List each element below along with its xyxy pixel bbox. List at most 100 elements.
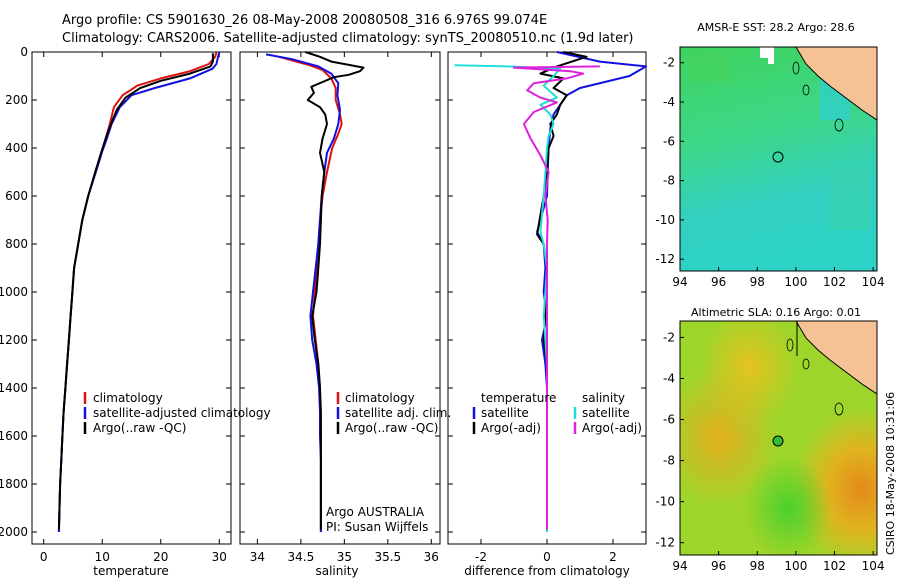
annotation-line1: Argo AUSTRALIA: [326, 505, 425, 519]
map-y-tick-label: -4: [663, 371, 675, 385]
sst-map-frame: [679, 46, 878, 272]
temperature-xlabel: temperature: [93, 564, 168, 578]
side-stamp: CSIRO 18-May-2008 10:31:06: [884, 392, 897, 555]
legend-label-argo: Argo(..raw -QC): [345, 421, 438, 435]
y-tick-label: 1800: [0, 477, 28, 491]
legend-label-sal-argo: Argo(-adj): [582, 421, 642, 435]
sst-nodata: [768, 56, 774, 64]
map-x-tick-label: 102: [823, 559, 846, 573]
y-tick-label: 2000: [0, 525, 28, 539]
x-tick-label: 20: [153, 550, 168, 564]
series-line-0: [278, 55, 343, 532]
difference-panel: -2 0 2: [448, 51, 647, 564]
x-tick-label: 30: [212, 550, 227, 564]
temperature-panel: 0 10 20 30 0 200 400 600 800 1000 1200 1400 1600 1800…: [0, 45, 231, 564]
salinity-legend: climatology satellite adj. clim. Argo(..…: [326, 391, 451, 534]
map-x-tick-label: 94: [672, 275, 687, 289]
x-tick-label: 36: [424, 550, 439, 564]
map-y-tick-label: -12: [655, 536, 675, 550]
map-x-tick-label: 100: [784, 275, 807, 289]
salinity-panel-frame: [239, 51, 441, 545]
argo-position-marker: [772, 151, 784, 163]
sla-map-title: Altimetric SLA: 0.16 Argo: 0.01: [691, 306, 861, 319]
island: [802, 358, 810, 370]
temperature-legend: climatology satellite-adjusted climatolo…: [83, 391, 271, 435]
salinity-xlabel: salinity: [315, 564, 358, 578]
series-line-2: [454, 64, 562, 532]
map-x-tick-label: 102: [823, 275, 846, 289]
y-tick-label: 0: [20, 45, 28, 59]
x-tick-label: -2: [475, 550, 487, 564]
difference-xlabel: difference from climatology: [464, 564, 630, 578]
figure-title-line1: Argo profile: CS 5901630_26 08-May-2008 …: [62, 13, 547, 28]
y-tick-label: 600: [5, 189, 28, 203]
figure-title-line2: Climatology: CARS2006. Satellite-adjuste…: [62, 31, 634, 46]
x-tick-label: 34: [250, 550, 265, 564]
map-y-tick-label: -10: [655, 495, 675, 509]
map-y-tick-label: -6: [663, 134, 675, 148]
sst-map: AMSR-E SST: 28.2 Argo: 28.6 94 96 98 100 102…: [655, 21, 884, 289]
salinity-panel: 34 34.5 35 35.5 36: [240, 51, 440, 564]
y-tick-label: 1000: [0, 285, 28, 299]
legend-label-satellite: satellite adj. clim.: [345, 406, 451, 420]
x-tick-label: 10: [95, 550, 110, 564]
legend-label-climatology: climatology: [93, 391, 163, 405]
sst-nodata: [760, 47, 774, 58]
map-x-tick-label: 98: [750, 559, 765, 573]
map-y-tick-label: -8: [663, 454, 675, 468]
series-line-1: [265, 53, 341, 532]
sst-patch: [690, 52, 730, 82]
map-y-tick-label: -8: [663, 174, 675, 188]
map-y-tick-label: -6: [663, 413, 675, 427]
difference-legend: temperature satellite Argo(-adj) salinit…: [472, 391, 642, 435]
temperature-panel-frame: [31, 51, 232, 545]
x-tick-label: 0: [40, 550, 48, 564]
island: [802, 84, 810, 96]
y-tick-label: 1600: [0, 429, 28, 443]
legend-label-satellite: satellite-adjusted climatology: [93, 406, 271, 420]
sumatra-land: [795, 47, 877, 121]
series-line-0: [536, 51, 647, 532]
sla-map-frame: [679, 320, 878, 556]
map-y-tick-label: -2: [663, 56, 675, 70]
island: [834, 402, 844, 416]
annotation-line2: PI: Susan Wijffels: [326, 520, 428, 534]
map-y-tick-label: -2: [663, 330, 675, 344]
series-line-1: [57, 51, 221, 533]
island: [834, 118, 844, 132]
y-tick-label: 200: [5, 93, 28, 107]
sst-patch: [830, 170, 870, 230]
legend-title-temperature: temperature: [481, 391, 556, 405]
legend-label-sal-satellite: satellite: [582, 406, 630, 420]
legend-label-temp-satellite: satellite: [481, 406, 529, 420]
map-x-tick-label: 104: [862, 275, 885, 289]
map-x-tick-label: 96: [711, 559, 726, 573]
legend-label-temp-argo: Argo(-adj): [481, 421, 541, 435]
argo-position-marker: [772, 435, 784, 447]
legend-label-argo: Argo(..raw -QC): [93, 421, 186, 435]
map-x-tick-label: 94: [672, 559, 687, 573]
series-line-3: [513, 65, 600, 530]
sst-map-title: AMSR-E SST: 28.2 Argo: 28.6: [697, 21, 855, 34]
x-tick-label: 35.5: [374, 550, 401, 564]
y-tick-label: 400: [5, 141, 28, 155]
y-tick-label: 800: [5, 237, 28, 251]
island: [792, 61, 800, 75]
x-tick-label: 2: [609, 550, 617, 564]
legend-label-climatology: climatology: [345, 391, 415, 405]
map-x-tick-label: 98: [750, 275, 765, 289]
legend-title-salinity: salinity: [582, 391, 625, 405]
series-line-2: [57, 53, 214, 530]
x-tick-label: 35: [337, 550, 352, 564]
x-tick-label: 0: [543, 550, 551, 564]
map-x-tick-label: 100: [784, 559, 807, 573]
map-x-tick-label: 96: [711, 275, 726, 289]
x-tick-label: 34.5: [288, 550, 315, 564]
map-y-tick-label: -4: [663, 95, 675, 109]
series-line-2: [304, 51, 365, 530]
sumatra-land: [795, 321, 877, 395]
island: [786, 338, 794, 352]
map-y-tick-label: -12: [655, 252, 675, 266]
y-tick-label: 1200: [0, 333, 28, 347]
